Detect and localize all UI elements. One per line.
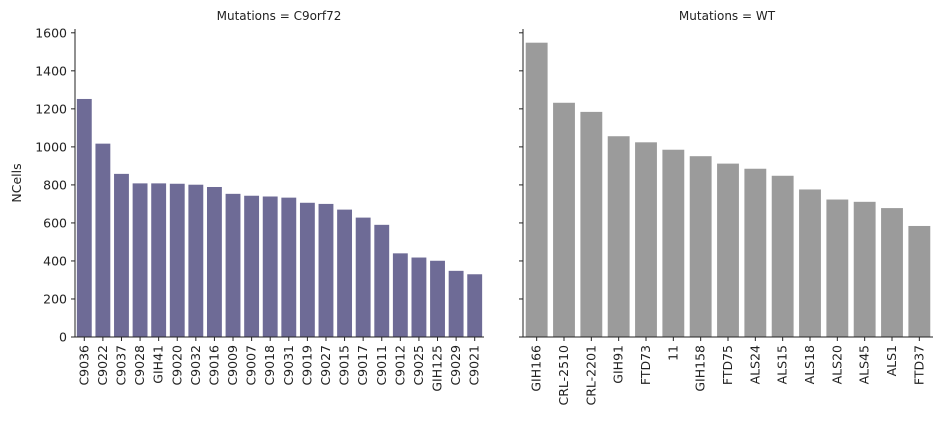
bar-C9015	[337, 209, 353, 337]
x-tick-label: 11	[665, 345, 680, 361]
x-ticks-c9orf72: C9036 C9022 C9037 C9028 GIH41 C9020 C9032 C9016…	[76, 337, 482, 392]
panel-c9orf72: Mutations = C9orf72 C9036 C9022 C9037 C9028…	[35, 9, 484, 392]
bars-c9orf72	[76, 98, 483, 338]
bar-C9022	[95, 143, 111, 337]
bar-CRL-2510	[553, 102, 575, 337]
bar-ALS15	[771, 175, 794, 337]
x-tick-label: GIH158	[693, 345, 708, 392]
bar-C9009	[225, 193, 241, 337]
bar-GIH91	[607, 136, 630, 337]
x-tick-label: C9012	[392, 345, 407, 386]
y-ticks-c9orf72: 0 200 400 600 800 1000 1200 1400 1600	[35, 25, 75, 345]
y-tick-label: 1200	[35, 101, 67, 116]
x-tick-label: C9009	[225, 345, 240, 386]
bar-C9021	[467, 274, 483, 337]
x-tick-label: GIH125	[430, 345, 445, 392]
y-tick-label: 400	[43, 253, 67, 268]
bar-FTD73	[635, 142, 657, 337]
x-tick-label: ALS1	[884, 345, 899, 376]
x-tick-label: CRL-2510	[556, 345, 571, 406]
y-tick-label: 1400	[35, 63, 67, 78]
x-tick-label: C9019	[299, 345, 314, 386]
x-tick-label: C9025	[411, 345, 426, 386]
y-ticks-wt	[519, 32, 523, 338]
bar-ALS18	[799, 189, 821, 337]
x-tick-label: C9022	[95, 345, 110, 386]
x-tick-label: C9032	[188, 345, 203, 386]
bar-ALS20	[826, 199, 849, 337]
bar-GIH125	[430, 260, 445, 337]
bar-C9036	[76, 98, 92, 338]
x-tick-label: C9011	[374, 345, 389, 386]
bar-C9029	[448, 270, 464, 337]
x-tick-label: ALS15	[775, 345, 790, 384]
x-tick-label: ALS45	[857, 345, 872, 384]
panel-title-c9orf72: Mutations = C9orf72	[217, 9, 342, 23]
x-tick-label: C9037	[113, 345, 128, 386]
bar-FTD75	[717, 163, 739, 337]
y-tick-label: 1600	[35, 25, 67, 40]
x-tick-label: C9031	[281, 345, 296, 386]
bar-C9012	[392, 253, 408, 337]
bar-ALS24	[744, 168, 767, 337]
bar-CRL-2201	[580, 111, 603, 337]
bar-C9018	[262, 196, 278, 337]
y-tick-label: 800	[43, 177, 67, 192]
x-tick-label: FTD73	[638, 345, 653, 385]
x-tick-label: C9016	[206, 345, 221, 386]
x-tick-label: C9007	[244, 345, 259, 386]
x-tick-label: GIH41	[151, 345, 166, 384]
x-ticks-wt: GIH166 CRL-2510 CRL-2201 GIH91 FTD73 11 GIH158…	[529, 337, 926, 406]
x-tick-label: FTD75	[720, 345, 735, 385]
bar-GIH166	[525, 42, 548, 337]
bar-C9027	[318, 203, 334, 337]
y-axis-label: NCells	[9, 163, 24, 202]
bar-C9020	[169, 183, 185, 337]
x-tick-label: C9029	[448, 345, 463, 386]
x-tick-label: C9018	[262, 345, 277, 386]
bar-GIH41	[151, 183, 167, 337]
x-tick-label: FTD37	[911, 345, 926, 385]
y-tick-label: 600	[43, 215, 67, 230]
x-tick-label: GIH91	[611, 345, 626, 384]
bars-wt	[525, 42, 931, 337]
panel-wt: Mutations = WT GIH166 CRL-2510 CRL-2201 GIH…	[519, 9, 933, 405]
panel-title-wt: Mutations = WT	[679, 9, 776, 23]
x-tick-label: C9020	[169, 345, 184, 386]
x-tick-label: ALS18	[802, 345, 817, 384]
bar-C9032	[188, 184, 204, 337]
x-tick-label: C9036	[76, 345, 91, 386]
bar-11	[662, 149, 685, 337]
x-tick-label: C9027	[318, 345, 333, 386]
bar-C9011	[374, 224, 390, 337]
bar-C9019	[299, 202, 315, 337]
bar-C9028	[132, 183, 148, 337]
x-tick-label: C9017	[355, 345, 370, 386]
x-tick-label: C9021	[467, 345, 482, 386]
bar-FTD37	[908, 225, 931, 337]
x-tick-label: CRL-2201	[583, 345, 598, 405]
bar-ALS1	[881, 208, 903, 337]
bar-C9007	[244, 195, 260, 337]
y-tick-label: 200	[43, 291, 67, 306]
bar-C9016	[206, 186, 222, 337]
bar-C9025	[411, 257, 427, 337]
x-tick-label: ALS20	[829, 345, 844, 384]
bar-C9037	[114, 173, 129, 337]
bar-ALS45	[853, 201, 876, 337]
y-tick-label: 0	[59, 330, 67, 345]
bar-GIH158	[689, 156, 712, 337]
bar-C9017	[355, 217, 371, 337]
x-tick-label: C9028	[132, 345, 147, 386]
bar-C9031	[281, 197, 297, 337]
x-tick-label: C9015	[337, 345, 352, 386]
y-tick-label: 1000	[35, 139, 67, 154]
x-tick-label: ALS24	[747, 345, 762, 384]
x-tick-label: GIH166	[529, 345, 544, 392]
